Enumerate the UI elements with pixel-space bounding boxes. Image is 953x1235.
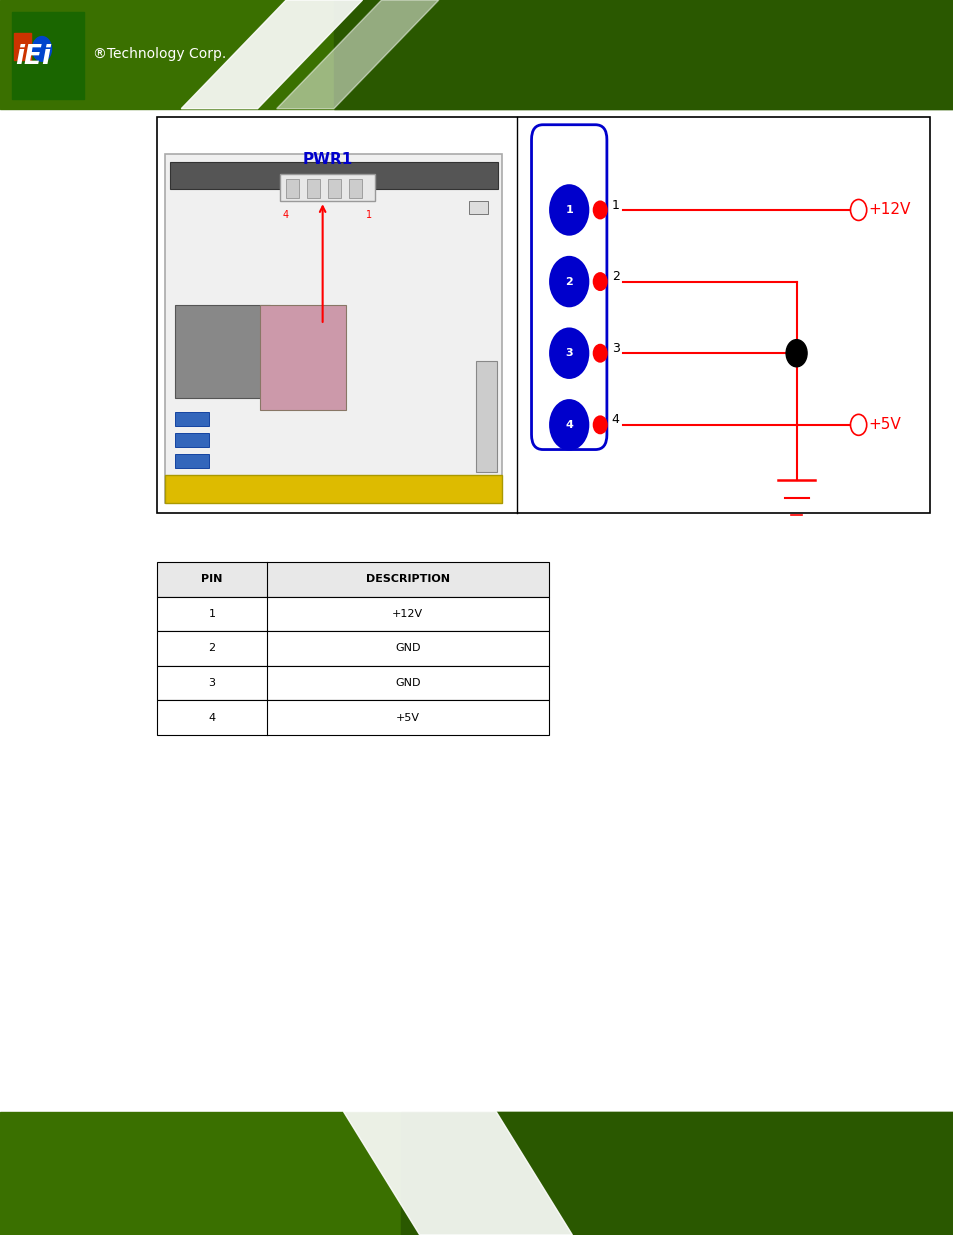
Bar xyxy=(170,162,497,189)
Text: +12V: +12V xyxy=(867,203,909,217)
Circle shape xyxy=(593,345,606,362)
Circle shape xyxy=(593,201,606,219)
Text: 3: 3 xyxy=(209,678,215,688)
Text: 3: 3 xyxy=(611,342,618,354)
Bar xyxy=(157,666,548,700)
Text: 1: 1 xyxy=(209,609,215,619)
Bar xyxy=(165,475,502,503)
Text: iEi: iEi xyxy=(15,43,51,70)
Bar xyxy=(157,562,548,597)
Text: DESCRIPTION: DESCRIPTION xyxy=(365,574,449,584)
Bar xyxy=(174,454,209,468)
Text: PIN: PIN xyxy=(201,574,223,584)
Bar xyxy=(14,32,31,59)
Circle shape xyxy=(550,185,588,235)
Text: 4: 4 xyxy=(282,210,289,220)
Bar xyxy=(165,154,502,503)
Text: +5V: +5V xyxy=(395,713,419,722)
Bar xyxy=(349,179,361,198)
Bar xyxy=(157,597,548,631)
Text: PWR1: PWR1 xyxy=(302,152,353,167)
Circle shape xyxy=(32,37,51,62)
Polygon shape xyxy=(276,0,438,109)
Bar xyxy=(174,412,209,426)
Text: 2: 2 xyxy=(611,270,618,283)
Bar xyxy=(0,0,953,109)
Text: 4: 4 xyxy=(565,420,573,430)
Bar xyxy=(307,179,319,198)
Text: 3: 3 xyxy=(565,348,573,358)
Text: 1: 1 xyxy=(366,210,372,220)
Text: 4: 4 xyxy=(611,414,618,426)
Text: 2: 2 xyxy=(209,643,215,653)
Text: ®Technology Corp.: ®Technology Corp. xyxy=(93,47,227,62)
FancyBboxPatch shape xyxy=(531,125,606,450)
Bar xyxy=(12,12,84,99)
Text: 1: 1 xyxy=(565,205,573,215)
Bar xyxy=(174,433,209,447)
Bar xyxy=(157,117,929,513)
Text: +5V: +5V xyxy=(867,417,900,432)
Text: GND: GND xyxy=(395,678,420,688)
Text: 2: 2 xyxy=(565,277,573,287)
Bar xyxy=(279,174,375,201)
Circle shape xyxy=(593,416,606,433)
Bar xyxy=(157,700,548,735)
Bar xyxy=(476,361,497,472)
Circle shape xyxy=(849,415,865,435)
Bar xyxy=(334,0,953,109)
Bar xyxy=(157,631,548,666)
Bar xyxy=(328,179,340,198)
Circle shape xyxy=(849,199,865,220)
Bar xyxy=(174,305,270,398)
Bar xyxy=(260,305,346,410)
Text: 4: 4 xyxy=(209,713,215,722)
Text: 1: 1 xyxy=(611,199,618,211)
Circle shape xyxy=(593,273,606,290)
Polygon shape xyxy=(181,0,362,109)
Text: +12V: +12V xyxy=(392,609,423,619)
Circle shape xyxy=(550,329,588,378)
Circle shape xyxy=(550,257,588,306)
Circle shape xyxy=(785,340,806,367)
Circle shape xyxy=(550,400,588,450)
Bar xyxy=(286,179,298,198)
Bar xyxy=(400,1112,953,1235)
Bar xyxy=(469,201,488,214)
Bar xyxy=(0,1112,953,1235)
Polygon shape xyxy=(343,1112,572,1235)
Text: GND: GND xyxy=(395,643,420,653)
